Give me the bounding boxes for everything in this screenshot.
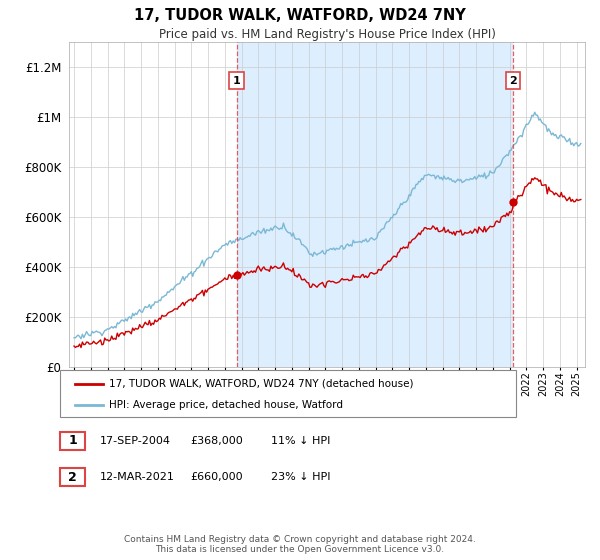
Text: 17-SEP-2004: 17-SEP-2004 [100,436,171,446]
Text: 23% ↓ HPI: 23% ↓ HPI [271,472,331,482]
Text: 12-MAR-2021: 12-MAR-2021 [100,472,175,482]
Text: 1: 1 [233,76,241,86]
Text: HPI: Average price, detached house, Watford: HPI: Average price, detached house, Watf… [109,400,343,410]
Text: 11% ↓ HPI: 11% ↓ HPI [271,436,331,446]
Text: 17, TUDOR WALK, WATFORD, WD24 7NY (detached house): 17, TUDOR WALK, WATFORD, WD24 7NY (detac… [109,379,414,389]
Text: £660,000: £660,000 [190,472,243,482]
Text: Contains HM Land Registry data © Crown copyright and database right 2024.
This d: Contains HM Land Registry data © Crown c… [124,535,476,554]
Title: Price paid vs. HM Land Registry's House Price Index (HPI): Price paid vs. HM Land Registry's House … [158,28,496,41]
Text: 2: 2 [68,470,77,484]
Text: 17, TUDOR WALK, WATFORD, WD24 7NY: 17, TUDOR WALK, WATFORD, WD24 7NY [134,8,466,24]
Text: 2: 2 [509,76,517,86]
Text: 1: 1 [68,434,77,447]
Bar [236,42,513,367]
Text: £368,000: £368,000 [190,436,243,446]
